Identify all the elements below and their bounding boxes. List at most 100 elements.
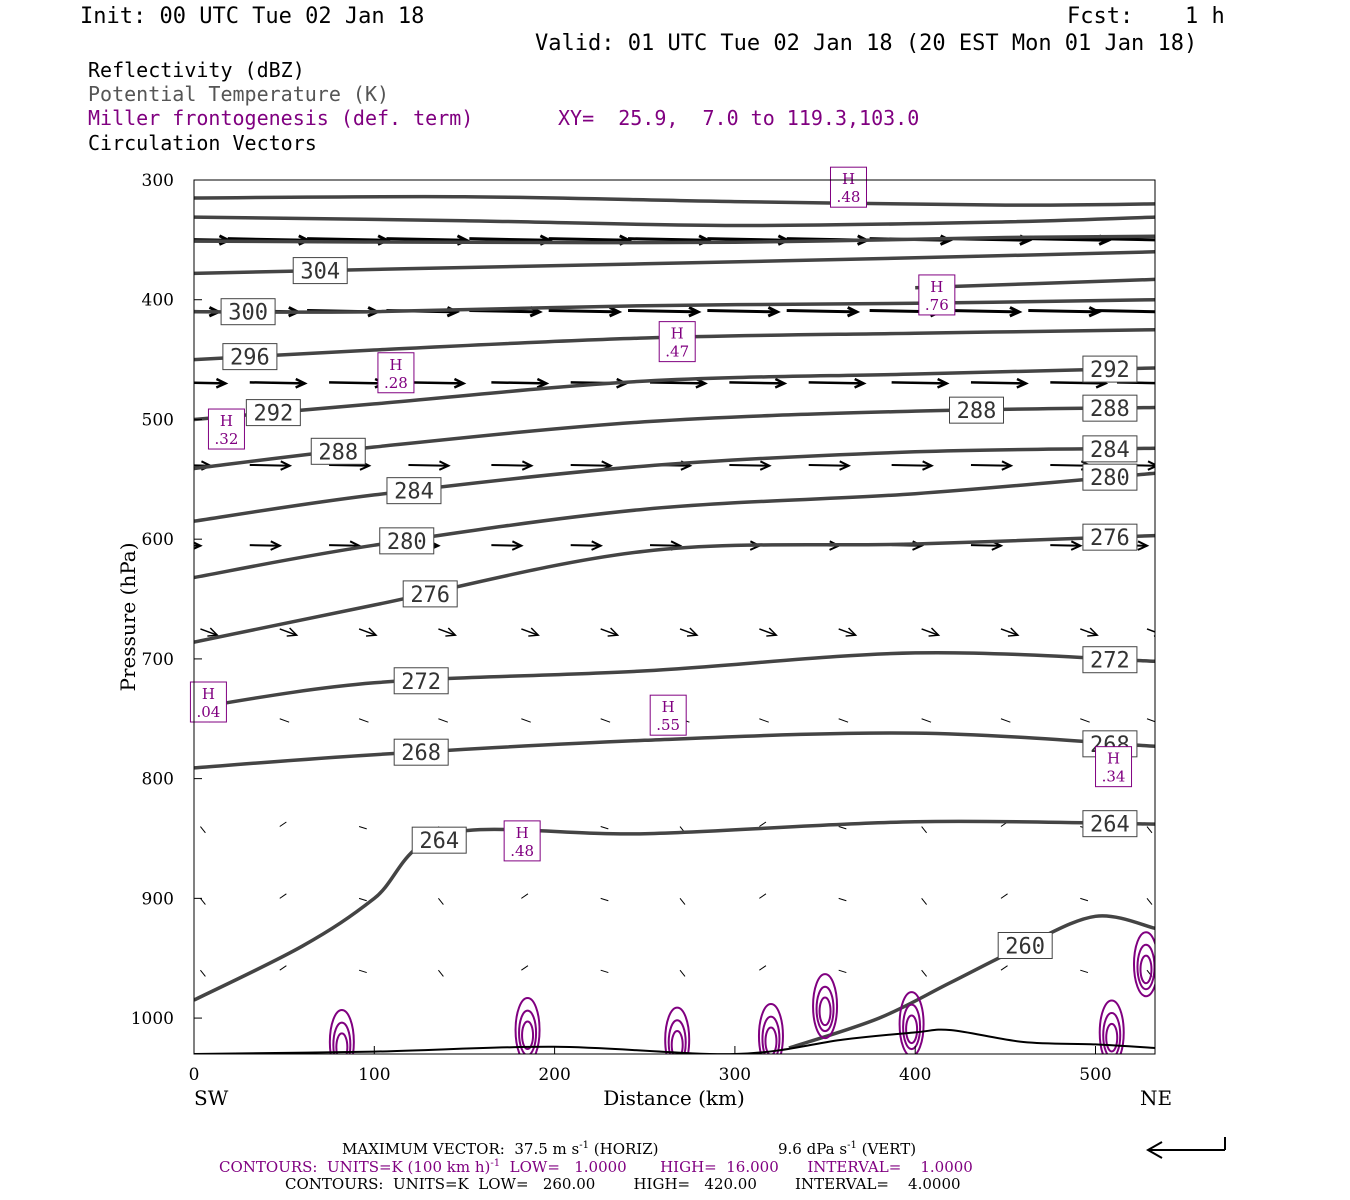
contour-label-292-0: 292: [245, 399, 301, 427]
theta-contour-layer: [194, 194, 1155, 1050]
circulation-vector-1-7: [707, 306, 781, 318]
svg-text:.32: .32: [215, 430, 239, 448]
circulation-vector-9-8: [838, 969, 847, 974]
circulation-vector-8-11: [1080, 897, 1089, 902]
theta-contour-300-5: [194, 297, 1155, 314]
svg-text:272: 272: [1090, 649, 1130, 674]
circulation-vector-8-10: [1000, 893, 1008, 899]
frontogenesis-max-8: H.48: [503, 820, 541, 862]
footer-contours-frontogenesis: CONTOURS: UNITS=K (100 km h)-1 LOW= 1.00…: [219, 1159, 973, 1175]
circulation-vector-6-9: [921, 718, 932, 723]
y-axis-title: Pressure (hPa): [116, 543, 140, 692]
theta-contour-308-0: [194, 194, 1155, 207]
legend-potential-temperature: Potential Temperature (K): [88, 82, 390, 106]
circulation-vector-1-8: [786, 306, 861, 318]
circulation-vector-2-1: [249, 377, 308, 389]
frontogenesis-max-3: H.76: [918, 274, 956, 316]
plot-frame: [193, 179, 1156, 1055]
reflectivity-cell-2-2: [764, 1026, 778, 1054]
circulation-vector-5-4: [521, 627, 540, 637]
frontogenesis-max-4: H.48: [829, 166, 867, 208]
reflectivity-cell-5-2: [1105, 1022, 1119, 1053]
valid-time: Valid: 01 UTC Tue 02 Jan 18 (20 EST Mon …: [535, 31, 1198, 56]
contour-label-288-2: 288: [1082, 394, 1138, 422]
circulation-vector-9-0: [200, 969, 206, 977]
max-vector-vert: 9.6 dPa s: [778, 1140, 848, 1158]
circulation-vector-9-1: [279, 965, 287, 971]
theta-contour-264-14: [194, 819, 1155, 1002]
circulation-vector-5-0: [200, 627, 219, 637]
svg-text:272: 272: [401, 670, 441, 695]
svg-text:292: 292: [1090, 358, 1130, 383]
svg-text:.48: .48: [510, 842, 534, 860]
circulation-vector-8-6: [679, 898, 686, 905]
terrain-line: [194, 1028, 1155, 1054]
reflectivity-cell-1-2: [670, 1030, 684, 1054]
reflectivity-cell-0-1: [518, 1009, 538, 1054]
circulation-vector-1-10: [948, 306, 1023, 318]
circulation-vector-4-0: [194, 541, 203, 550]
circulation-vector-8-12: [1146, 898, 1153, 905]
circulation-vector-5-8: [838, 627, 858, 637]
circulation-vector-8-2: [358, 897, 367, 902]
reflectivity-cell-4-1: [902, 1003, 922, 1051]
svg-text:.34: .34: [1102, 768, 1126, 786]
circulation-vector-5-7: [759, 627, 778, 637]
y-tick-label-1000: 1000: [131, 1009, 174, 1029]
theta-contour-280-10: [194, 471, 1155, 580]
circulation-vector-4-5: [570, 540, 604, 551]
reflectivity-cell-5-1: [1102, 1012, 1122, 1054]
frontogenesis-max-5: H.04: [189, 681, 227, 723]
circulation-vector-3-1: [249, 460, 293, 471]
circulation-vector-9-9: [921, 969, 927, 977]
circulation-vector-8-7: [759, 893, 767, 899]
reference-vector: [1145, 1137, 1226, 1159]
contour-label-280-0: 280: [379, 527, 435, 555]
x-end-label-ne: NE: [1140, 1086, 1172, 1110]
circulation-vector-2-2: [329, 377, 388, 389]
y-tick-label-400: 400: [142, 291, 174, 311]
circulation-vector-1-11: [1028, 306, 1102, 318]
svg-text:.47: .47: [665, 343, 689, 361]
reflectivity-cell-0-2: [521, 1020, 535, 1051]
theta-contour-276-11: [194, 533, 1155, 644]
circulation-vector-6-8: [838, 718, 849, 723]
frontogenesis-max-6: H.55: [649, 694, 687, 736]
svg-text:264: 264: [419, 829, 459, 854]
reflectivity-cell-4-2: [905, 1014, 919, 1045]
init-time: Init: 00 UTC Tue 02 Jan 18: [80, 4, 425, 29]
circulation-vector-5-10: [1000, 627, 1020, 637]
reflectivity-cell-5-0: [1098, 999, 1125, 1054]
legend-circulation-vectors: Circulation Vectors: [88, 131, 317, 155]
y-tick-label-800: 800: [142, 770, 174, 790]
svg-text:296: 296: [230, 346, 270, 371]
x-end-label-sw: SW: [194, 1086, 229, 1110]
contour-label-268-0: 268: [393, 738, 449, 766]
svg-text:292: 292: [253, 402, 293, 427]
contour-label-264-1: 264: [1082, 810, 1138, 838]
contour-label-276-1: 276: [1082, 523, 1138, 551]
svg-text:280: 280: [387, 530, 427, 555]
footer-contours-theta: CONTOURS: UNITS=K LOW= 260.00 HIGH= 420.…: [285, 1175, 961, 1193]
theta-contour-296-6: [194, 327, 1155, 362]
legend-frontogenesis: Miller frontogenesis (def. term): [88, 106, 474, 130]
svg-text:288: 288: [318, 440, 358, 465]
circulation-vector-5-2: [358, 627, 378, 637]
svg-text:300: 300: [228, 301, 268, 326]
contours1-units: CONTOURS: UNITS=K (100 km h): [219, 1158, 491, 1176]
circulation-vector-3-8: [808, 460, 852, 471]
y-tick-label-600: 600: [142, 530, 174, 550]
footer-max-vector: MAXIMUM VECTOR: 37.5 m s-1 (HORIZ): [342, 1141, 659, 1157]
x-tick-label-500: 500: [1079, 1065, 1111, 1085]
circulation-vector-9-2: [358, 969, 367, 974]
svg-text:H: H: [389, 356, 402, 374]
circulation-vector-5-1: [279, 627, 299, 637]
y-tick-label-900: 900: [142, 889, 174, 909]
contour-label-292-1: 292: [1082, 355, 1138, 383]
theta-contour-306-1: [194, 215, 1155, 228]
reflectivity-layer: [328, 931, 1155, 1054]
circulation-vector-5-11: [1080, 627, 1099, 637]
contour-label-272-0: 272: [393, 667, 449, 695]
frontogenesis-max-7: H.34: [1095, 746, 1133, 788]
frontogenesis-max-1: H.28: [377, 352, 415, 394]
